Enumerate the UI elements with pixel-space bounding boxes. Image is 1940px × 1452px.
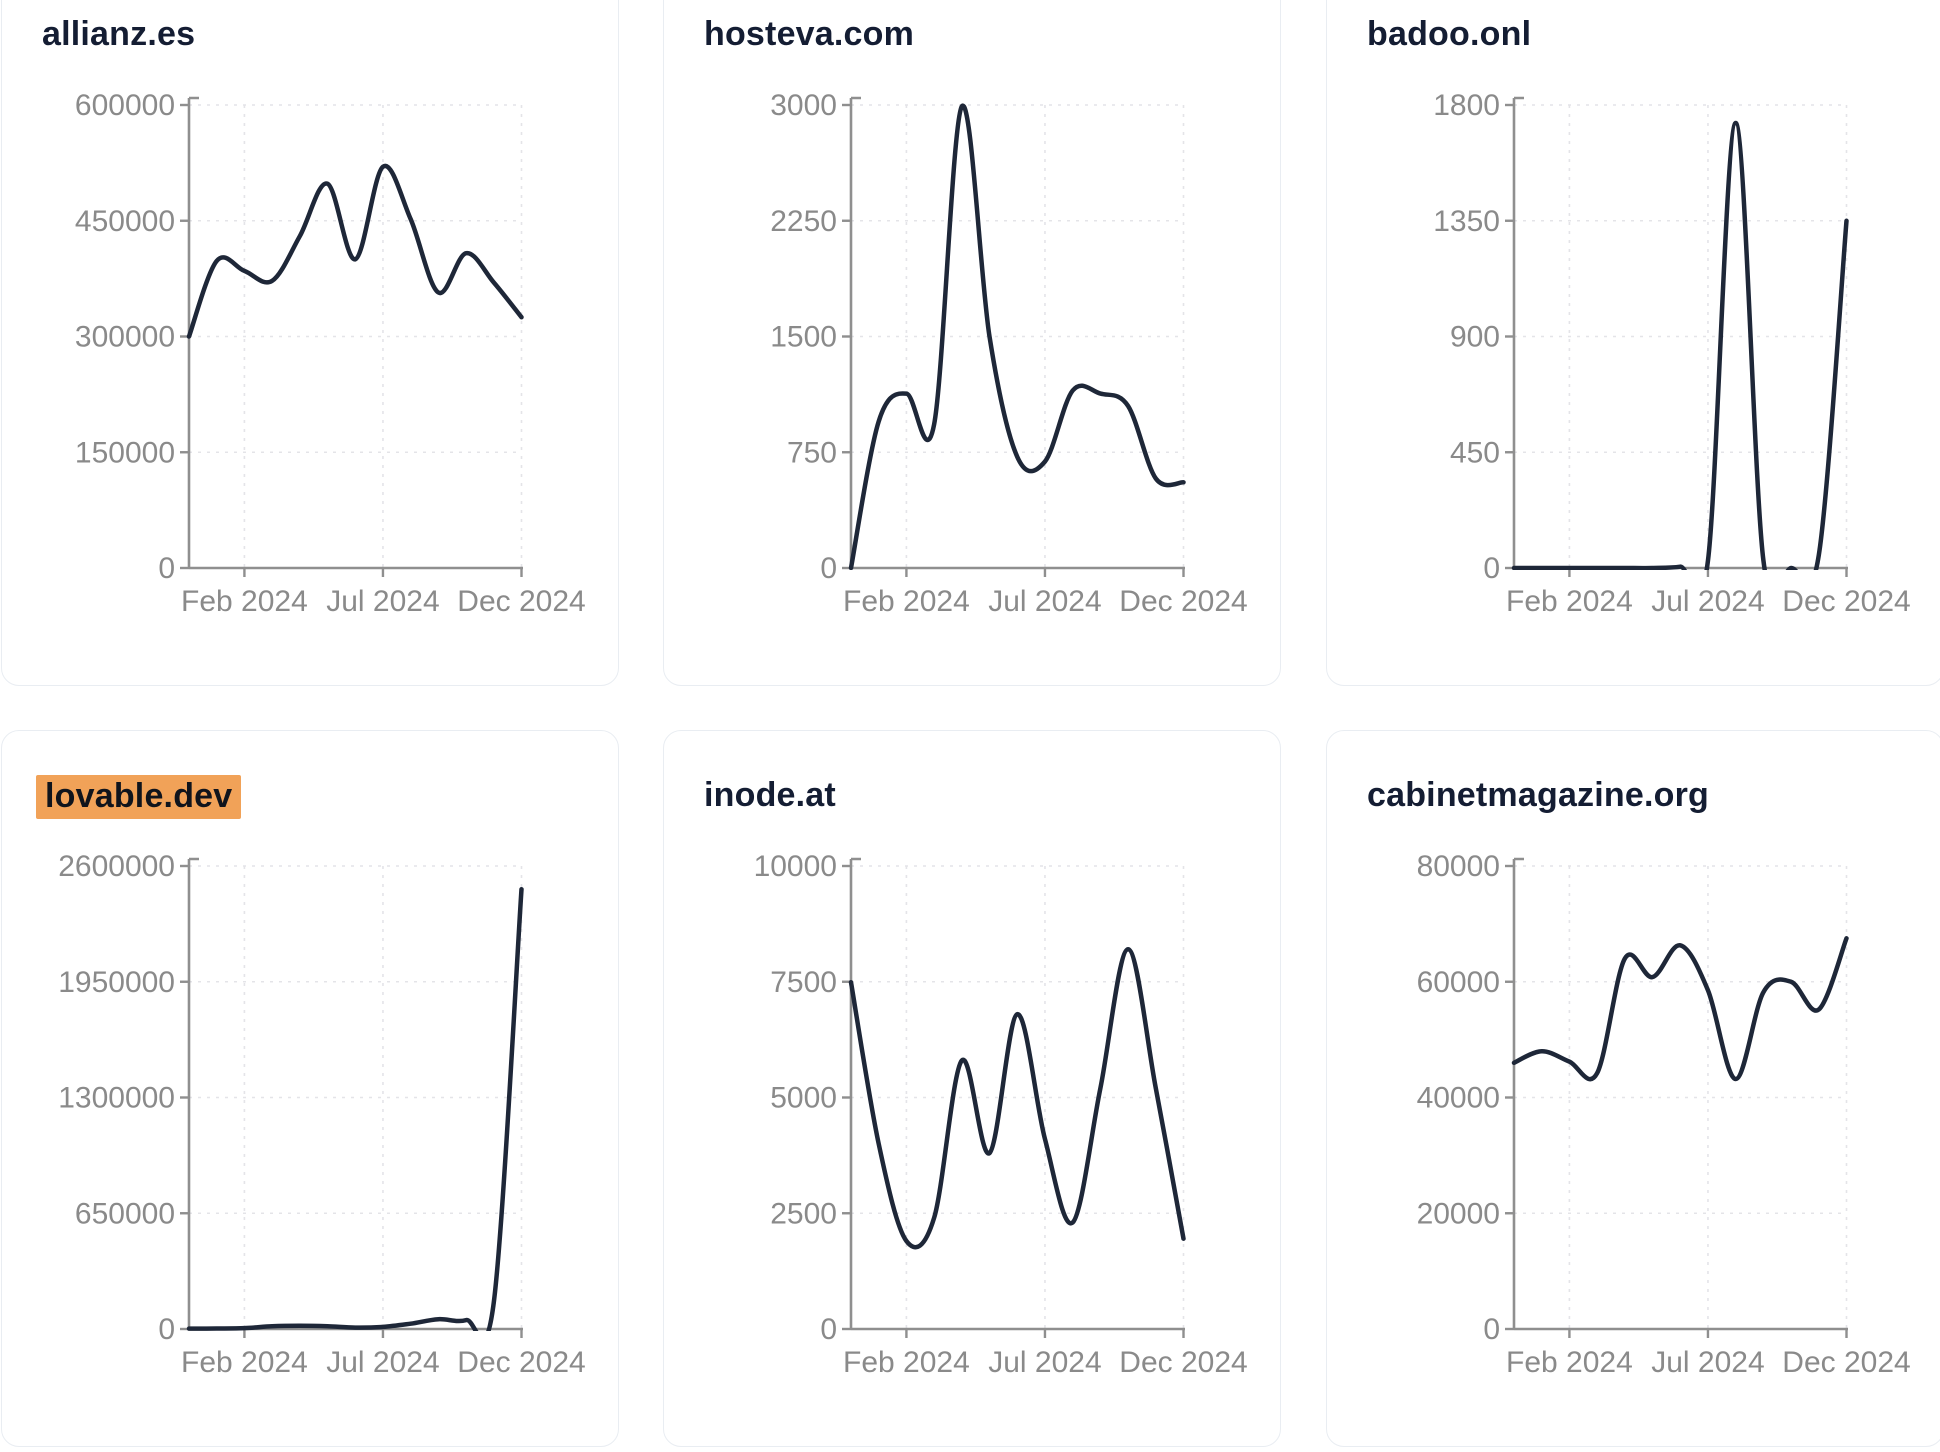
axis bbox=[187, 96, 523, 570]
x-tick-label: Dec 2024 bbox=[457, 1346, 585, 1379]
x-tick-label: Jul 2024 bbox=[988, 1346, 1101, 1379]
trend-line bbox=[848, 947, 1186, 1250]
axis bbox=[849, 96, 1185, 570]
y-tick-label: 20000 bbox=[1417, 1197, 1500, 1230]
y-tick-label: 0 bbox=[1483, 552, 1500, 585]
traffic-trend-chart: 0 650000 1300000 1950000 2600000 Feb 2024 Jul … bbox=[58, 850, 586, 1379]
trend-chart-area: 0 650000 1300000 1950000 2600000 Feb 2024 Jul … bbox=[2, 731, 620, 1448]
y-tick-label: 0 bbox=[158, 552, 175, 585]
x-tick-label: Jul 2024 bbox=[988, 585, 1101, 618]
y-tick-label: 60000 bbox=[1417, 966, 1500, 999]
x-tick-label: Jul 2024 bbox=[326, 1346, 439, 1379]
trend-chart-area: 0 450 900 1350 1800 Feb 2024 Jul 2024 Dec 2024 bbox=[1327, 0, 1940, 687]
x-tick-label: Jul 2024 bbox=[1651, 1346, 1764, 1379]
trend-chart-area: 0 20000 40000 60000 80000 Feb 2024 Jul 2024 Dec… bbox=[1327, 731, 1940, 1448]
y-tick-label: 0 bbox=[1483, 1313, 1500, 1346]
y-tick-label: 900 bbox=[1450, 321, 1500, 354]
traffic-trend-chart: 0 750 1500 2250 3000 Feb 2024 Jul 2024 Dec 2024 bbox=[770, 89, 1247, 618]
x-tick-label: Feb 2024 bbox=[181, 585, 308, 618]
y-tick-label: 150000 bbox=[75, 436, 175, 469]
axis bbox=[1512, 96, 1848, 570]
y-tick-label: 0 bbox=[158, 1313, 175, 1346]
y-tick-label: 2250 bbox=[770, 205, 837, 238]
trend-line bbox=[186, 886, 524, 1331]
domain-title: inode.at bbox=[704, 776, 836, 814]
y-tick-label: 2600000 bbox=[58, 850, 175, 883]
x-tick-label: Feb 2024 bbox=[1506, 1346, 1633, 1379]
axis bbox=[849, 857, 1185, 1331]
y-tick-label: 750 bbox=[787, 436, 837, 469]
y-tick-label: 0 bbox=[820, 552, 837, 585]
trend-chart-area: 0 150000 300000 450000 600000 Feb 2024 Jul 202… bbox=[2, 0, 620, 687]
domain-card: allianz.es 0 150000 300000 450000 600000 Feb … bbox=[1, 0, 619, 686]
y-tick-label: 1800 bbox=[1433, 89, 1500, 122]
trend-chart-area: 0 750 1500 2250 3000 Feb 2024 Jul 2024 Dec 2024 bbox=[664, 0, 1282, 687]
y-tick-label: 0 bbox=[820, 1313, 837, 1346]
x-tick-label: Feb 2024 bbox=[843, 1346, 970, 1379]
y-tick-label: 7500 bbox=[770, 966, 837, 999]
y-tick-label: 1300000 bbox=[58, 1082, 175, 1115]
trend-chart-area: 0 2500 5000 7500 10000 Feb 2024 Jul 2024 Dec 20… bbox=[664, 731, 1282, 1448]
y-tick-label: 80000 bbox=[1417, 850, 1500, 883]
domain-card: inode.at 0 2500 5000 7500 10000 Feb 2024 Jul 2… bbox=[663, 730, 1281, 1447]
x-tick-label: Jul 2024 bbox=[326, 585, 439, 618]
traffic-trend-chart: 0 20000 40000 60000 80000 Feb 2024 Jul 2024 Dec… bbox=[1417, 850, 1911, 1379]
x-tick-label: Jul 2024 bbox=[1651, 585, 1764, 618]
trend-line bbox=[848, 103, 1186, 570]
y-tick-label: 450000 bbox=[75, 205, 175, 238]
y-tick-label: 40000 bbox=[1417, 1082, 1500, 1115]
domain-title: cabinetmagazine.org bbox=[1367, 776, 1709, 814]
y-tick-label: 3000 bbox=[770, 89, 837, 122]
x-tick-label: Dec 2024 bbox=[1119, 585, 1247, 618]
y-tick-label: 1350 bbox=[1433, 205, 1500, 238]
domain-card: badoo.onl 0 450 900 1350 1800 Feb 2024 Jul 202… bbox=[1326, 0, 1940, 686]
domain-title: lovable.dev bbox=[36, 775, 242, 819]
y-tick-label: 10000 bbox=[754, 850, 837, 883]
domain-card: lovable.dev 0 650000 1300000 1950000 2600000… bbox=[1, 730, 619, 1447]
trend-line bbox=[1511, 120, 1849, 570]
y-tick-label: 5000 bbox=[770, 1082, 837, 1115]
domain-title: allianz.es bbox=[42, 15, 196, 53]
axis bbox=[187, 857, 523, 1331]
x-tick-label: Dec 2024 bbox=[457, 585, 585, 618]
x-tick-label: Dec 2024 bbox=[1119, 1346, 1247, 1379]
y-tick-label: 1500 bbox=[770, 321, 837, 354]
domain-card: cabinetmagazine.org 0 20000 40000 60000 8000… bbox=[1326, 730, 1940, 1447]
domain-title: hosteva.com bbox=[704, 15, 915, 53]
domain-title: badoo.onl bbox=[1367, 15, 1532, 53]
x-tick-label: Feb 2024 bbox=[843, 585, 970, 618]
x-tick-label: Dec 2024 bbox=[1782, 1346, 1910, 1379]
trend-line bbox=[1511, 936, 1849, 1082]
y-tick-label: 600000 bbox=[75, 89, 175, 122]
y-tick-label: 2500 bbox=[770, 1197, 837, 1230]
domain-card: hosteva.com 0 750 1500 2250 3000 Feb 2024 Jul … bbox=[663, 0, 1281, 686]
y-tick-label: 450 bbox=[1450, 436, 1500, 469]
x-tick-label: Dec 2024 bbox=[1782, 585, 1910, 618]
traffic-trend-chart: 0 2500 5000 7500 10000 Feb 2024 Jul 2024 Dec 20… bbox=[754, 850, 1248, 1379]
y-tick-label: 300000 bbox=[75, 321, 175, 354]
trend-line bbox=[186, 163, 524, 339]
y-tick-label: 1950000 bbox=[58, 966, 175, 999]
x-tick-label: Feb 2024 bbox=[181, 1346, 308, 1379]
x-tick-label: Feb 2024 bbox=[1506, 585, 1633, 618]
traffic-trend-chart: 0 450 900 1350 1800 Feb 2024 Jul 2024 Dec 2024 bbox=[1433, 89, 1910, 618]
axis bbox=[1512, 857, 1848, 1331]
y-tick-label: 650000 bbox=[75, 1197, 175, 1230]
traffic-trend-chart: 0 150000 300000 450000 600000 Feb 2024 Jul 202… bbox=[75, 89, 586, 618]
